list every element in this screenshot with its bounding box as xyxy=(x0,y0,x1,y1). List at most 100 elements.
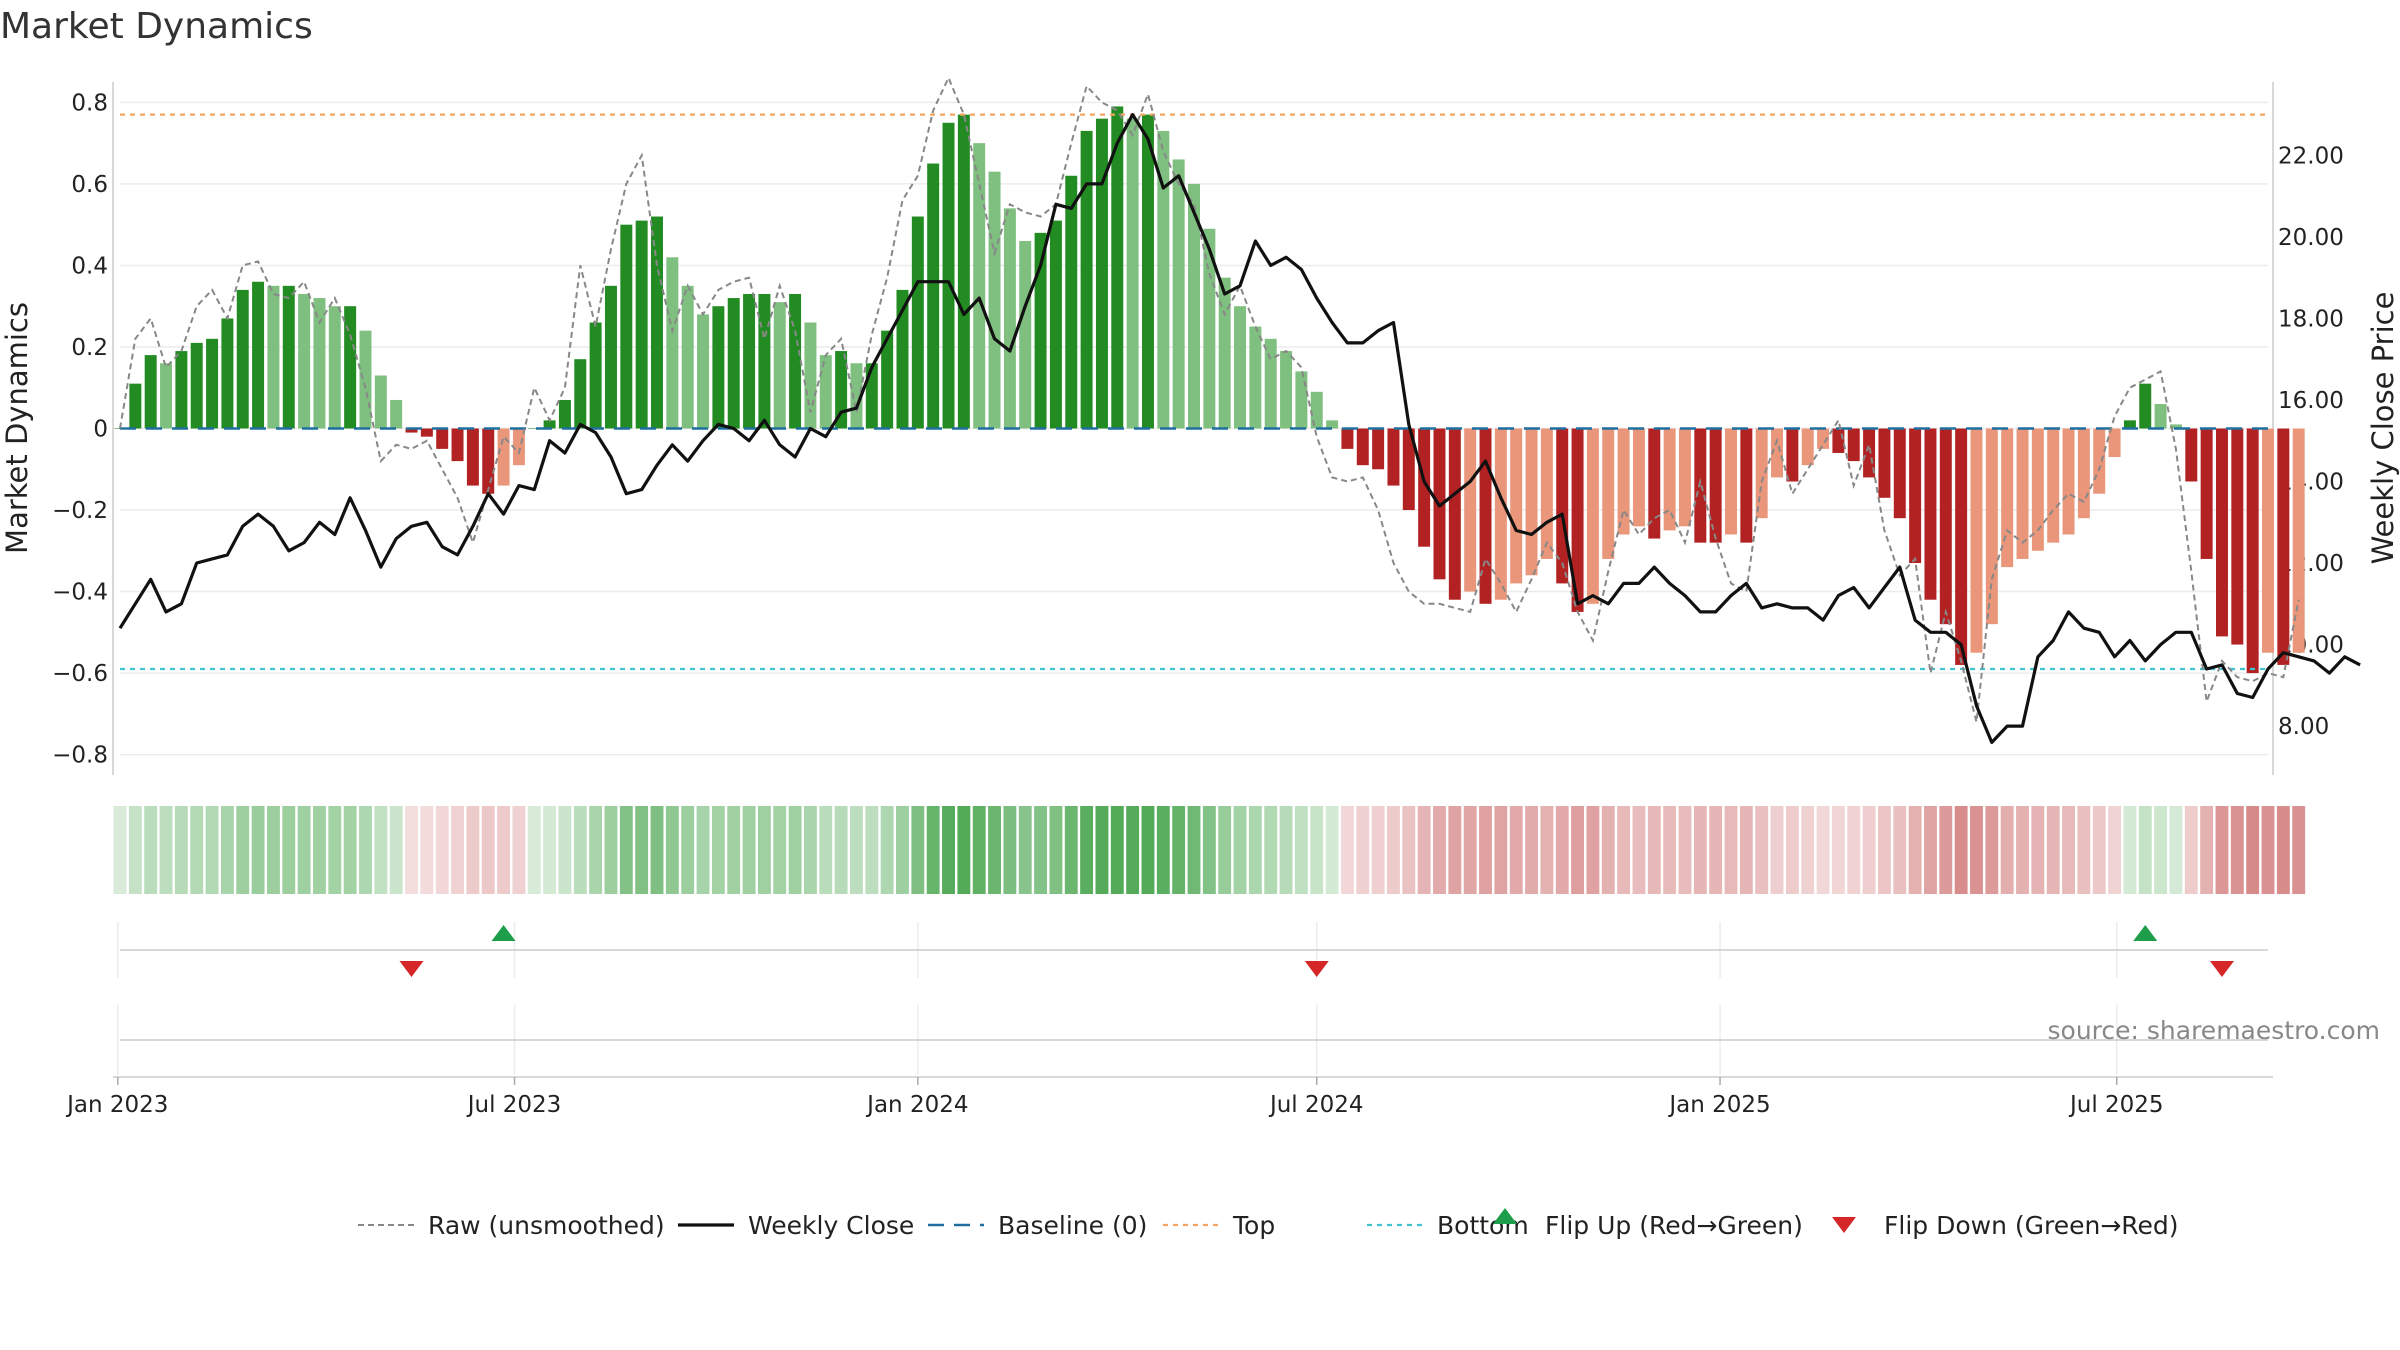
regime-strip-cell xyxy=(1387,806,1400,894)
x-tick-label: Jul 2024 xyxy=(1268,1092,1364,1118)
regime-strip-cell xyxy=(1080,806,1094,894)
dynamics-bar xyxy=(2200,428,2213,559)
regime-strip-cell xyxy=(1586,806,1600,894)
regime-strip-cell xyxy=(1663,806,1677,894)
dynamics-bar xyxy=(1571,428,1584,612)
regime-strip-cell xyxy=(1831,806,1845,894)
dynamics-bar xyxy=(1678,428,1691,527)
regime-strip-cell xyxy=(2031,806,2045,894)
dynamics-bar xyxy=(390,399,403,429)
regime-strip-cell xyxy=(2108,806,2122,894)
regime-strip-cell xyxy=(957,806,971,894)
reference-lines xyxy=(120,113,2268,671)
regime-strip-cell xyxy=(865,806,879,894)
regime-strip-cell xyxy=(1218,806,1232,894)
dynamics-bar xyxy=(1510,428,1523,584)
x-axis-ticks: Jan 2023 Jul 2023 Jan 2024 Jul 2024 Jan 2025… xyxy=(65,1077,2164,1118)
regime-strip-cell xyxy=(2000,806,2014,894)
regime-strip-cell xyxy=(942,806,955,894)
regime-strip-cell xyxy=(1755,806,1769,894)
regime-strip-cell xyxy=(1294,806,1308,894)
dynamics-bar xyxy=(1985,428,1998,625)
regime-strip-cell xyxy=(497,806,511,894)
regime-strip-cell xyxy=(266,806,280,894)
dynamics-bar xyxy=(2031,428,2044,551)
dynamics-bar xyxy=(1709,428,1722,543)
dynamics-bar xyxy=(1494,428,1507,600)
regime-strip-cell xyxy=(205,806,219,894)
regime-strip-cell xyxy=(926,806,940,894)
dynamics-bar xyxy=(1249,326,1262,429)
regime-strip xyxy=(113,806,2306,894)
dynamics-bar xyxy=(436,428,449,449)
regime-strip-cell xyxy=(558,806,572,894)
regime-strip-cell xyxy=(2123,806,2137,894)
regime-strip-cell xyxy=(1371,806,1385,894)
regime-strip-cell xyxy=(711,806,725,894)
legend: Raw (unsmoothed) Weekly Close Baseline (0)… xyxy=(358,1208,2179,1240)
regime-strip-cell xyxy=(1647,806,1661,894)
y-tick-left-label: −0.2 xyxy=(52,498,108,524)
regime-strip-cell xyxy=(2184,806,2198,894)
flip-up-marker xyxy=(2133,925,2158,941)
legend-label: Raw (unsmoothed) xyxy=(428,1211,665,1240)
dynamics-bar xyxy=(2262,428,2274,653)
dynamics-bar xyxy=(712,306,725,429)
dynamics-bar xyxy=(1909,428,1922,564)
regime-strip-cell xyxy=(1601,806,1615,894)
regime-strip-cell xyxy=(313,806,326,894)
regime-strip-cell xyxy=(1571,806,1585,894)
dynamics-bar xyxy=(190,342,203,429)
dynamics-bar xyxy=(1786,428,1799,482)
regime-strip-cell xyxy=(1325,806,1339,894)
dynamics-bar xyxy=(1648,428,1661,539)
dynamics-bar xyxy=(819,355,832,429)
dynamics-bar xyxy=(2108,428,2121,458)
flip-markers xyxy=(399,925,2234,977)
regime-strip-cell xyxy=(359,806,372,894)
dynamics-bar xyxy=(1188,183,1200,429)
dynamics-bar xyxy=(374,375,387,429)
regime-strip-cell xyxy=(1340,806,1354,894)
dynamics-bar xyxy=(1387,428,1400,486)
dynamics-bar xyxy=(574,359,587,429)
legend-label: Weekly Close xyxy=(748,1211,914,1240)
regime-strip-cell xyxy=(757,806,771,894)
regime-strip-cell xyxy=(1678,806,1692,894)
y-tick-right-label: 16.00 xyxy=(2278,388,2344,414)
dynamics-bar xyxy=(2215,428,2228,637)
dynamics-bar xyxy=(911,216,924,429)
dynamics-bar xyxy=(497,428,510,486)
regime-strip-cell xyxy=(1985,806,1999,894)
regime-strip-cell xyxy=(573,806,587,894)
y-tick-left-label: −0.8 xyxy=(52,743,108,769)
regime-strip-cell xyxy=(297,806,311,894)
dynamics-bar xyxy=(758,293,771,429)
dynamics-bar xyxy=(635,220,648,429)
regime-strip-cell xyxy=(1525,806,1538,894)
dynamics-bar xyxy=(2154,404,2167,429)
legend-swatch-flip-down xyxy=(1832,1217,1856,1233)
y-tick-left-label: 0.2 xyxy=(71,335,108,361)
y-tick-left-label: −0.4 xyxy=(52,580,108,606)
dynamics-bar xyxy=(1970,428,1983,653)
regime-strip-cell xyxy=(1110,806,1124,894)
regime-strip-cell xyxy=(2046,806,2060,894)
regime-strip-cell xyxy=(1632,806,1646,894)
regime-strip-cell xyxy=(405,806,418,894)
flip-panel xyxy=(117,922,2268,978)
dynamics-bar xyxy=(1832,428,1845,453)
regime-strip-cell xyxy=(1908,806,1922,894)
chart-title: Market Dynamics xyxy=(0,6,313,47)
y-tick-right-label: 20.00 xyxy=(2278,225,2344,251)
regime-strip-cell xyxy=(1939,806,1953,894)
source-label: source: sharemaestro.com xyxy=(2048,1016,2381,1045)
dynamics-bar xyxy=(1095,118,1108,429)
regime-strip-cell xyxy=(788,806,802,894)
regime-strip-cell xyxy=(374,806,388,894)
legend-label: Bottom xyxy=(1437,1211,1529,1240)
regime-strip-cell xyxy=(1463,806,1477,894)
regime-strip-cell xyxy=(2200,806,2214,894)
dynamics-bar xyxy=(1479,428,1492,604)
